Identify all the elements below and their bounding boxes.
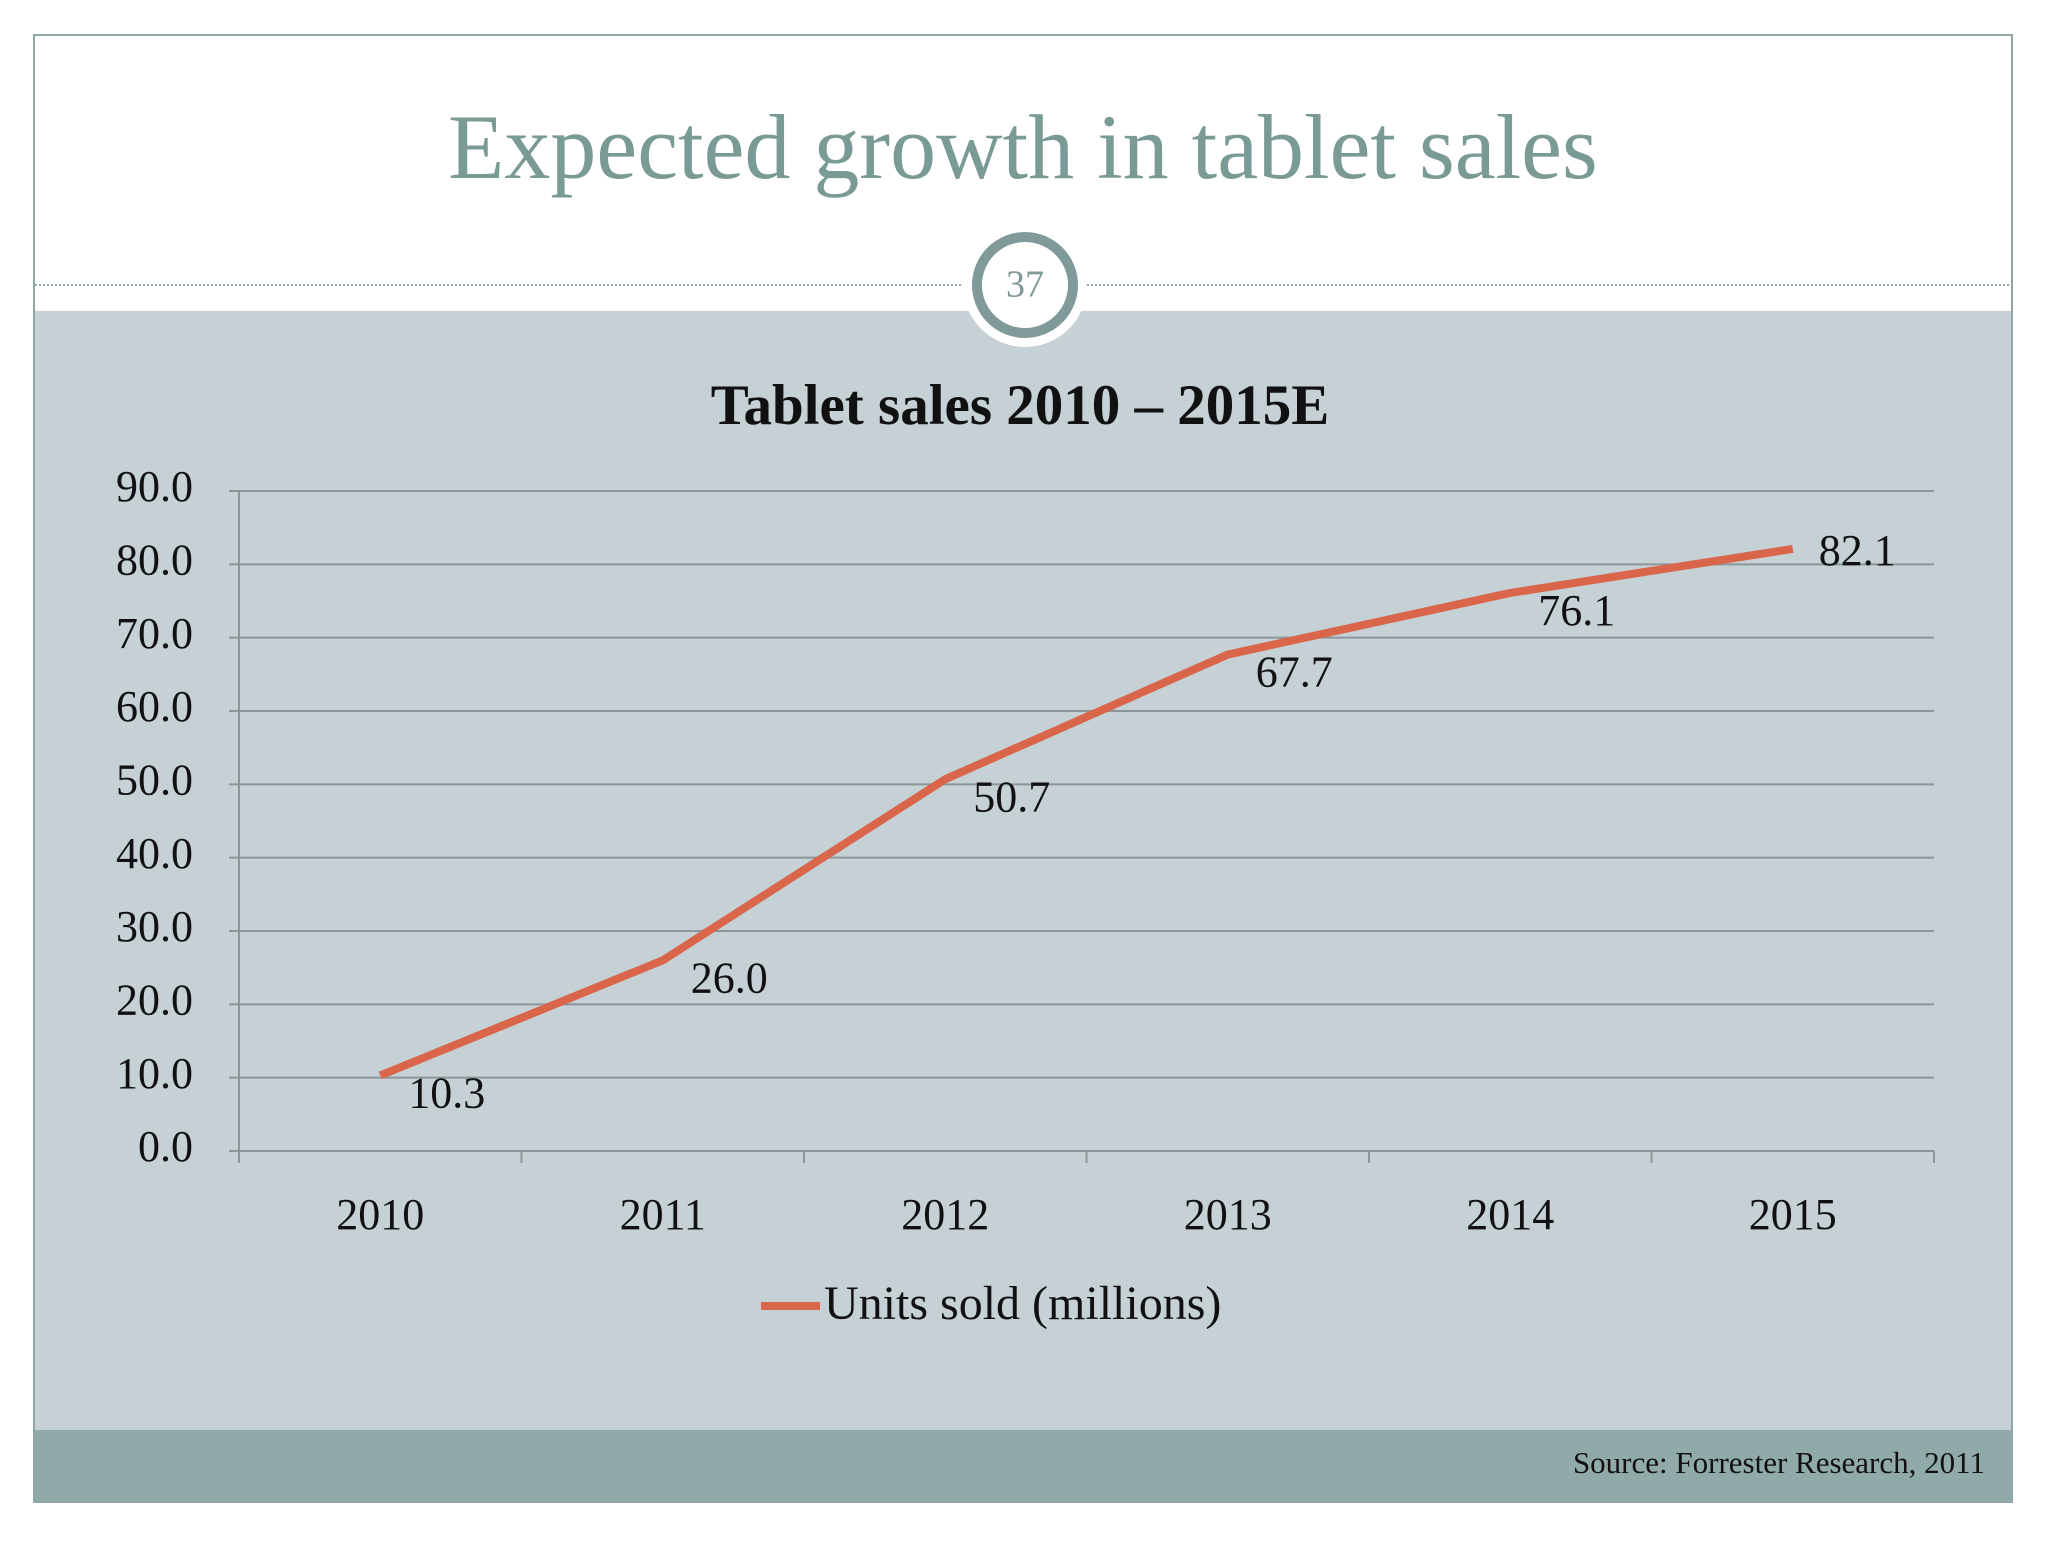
y-tick-label: 50.0 [116, 755, 193, 804]
data-label: 67.7 [1256, 648, 1333, 697]
y-tick-label: 40.0 [116, 829, 193, 878]
footer-band [35, 1430, 2011, 1501]
slide-number: 37 [1006, 264, 1044, 306]
x-tick-label: 2010 [336, 1190, 424, 1239]
y-tick-label: 10.0 [116, 1049, 193, 1098]
data-label: 10.3 [408, 1069, 485, 1118]
legend-label: Units sold (millions) [824, 1277, 1221, 1330]
x-tick-label: 2015 [1749, 1190, 1837, 1239]
series-line [378, 544, 1794, 1080]
y-tick-label: 80.0 [116, 535, 193, 584]
x-tick-label: 2012 [901, 1190, 989, 1239]
x-tick-label: 2011 [620, 1190, 706, 1239]
slide-title: Expected growth in tablet sales [448, 96, 1598, 198]
y-tick-label: 70.0 [116, 609, 193, 658]
data-label: 82.1 [1819, 526, 1896, 575]
y-tick-label: 60.0 [116, 682, 193, 731]
x-tick-label: 2013 [1184, 1190, 1272, 1239]
y-tick-label: 20.0 [116, 975, 193, 1024]
data-label: 50.7 [973, 772, 1050, 821]
y-tick-label: 90.0 [116, 462, 193, 511]
data-label: 76.1 [1538, 586, 1615, 635]
x-tick-label: 2014 [1466, 1190, 1554, 1239]
number-badge [972, 232, 1078, 338]
chart-title: Tablet sales 2010 – 2015E [711, 374, 1330, 437]
data-label: 26.0 [691, 953, 768, 1002]
y-tick-label: 0.0 [138, 1122, 193, 1171]
source: Source: Forrester Research, 2011 [1573, 1445, 1985, 1480]
y-tick-label: 30.0 [116, 902, 193, 951]
chart-background [35, 311, 2011, 1430]
